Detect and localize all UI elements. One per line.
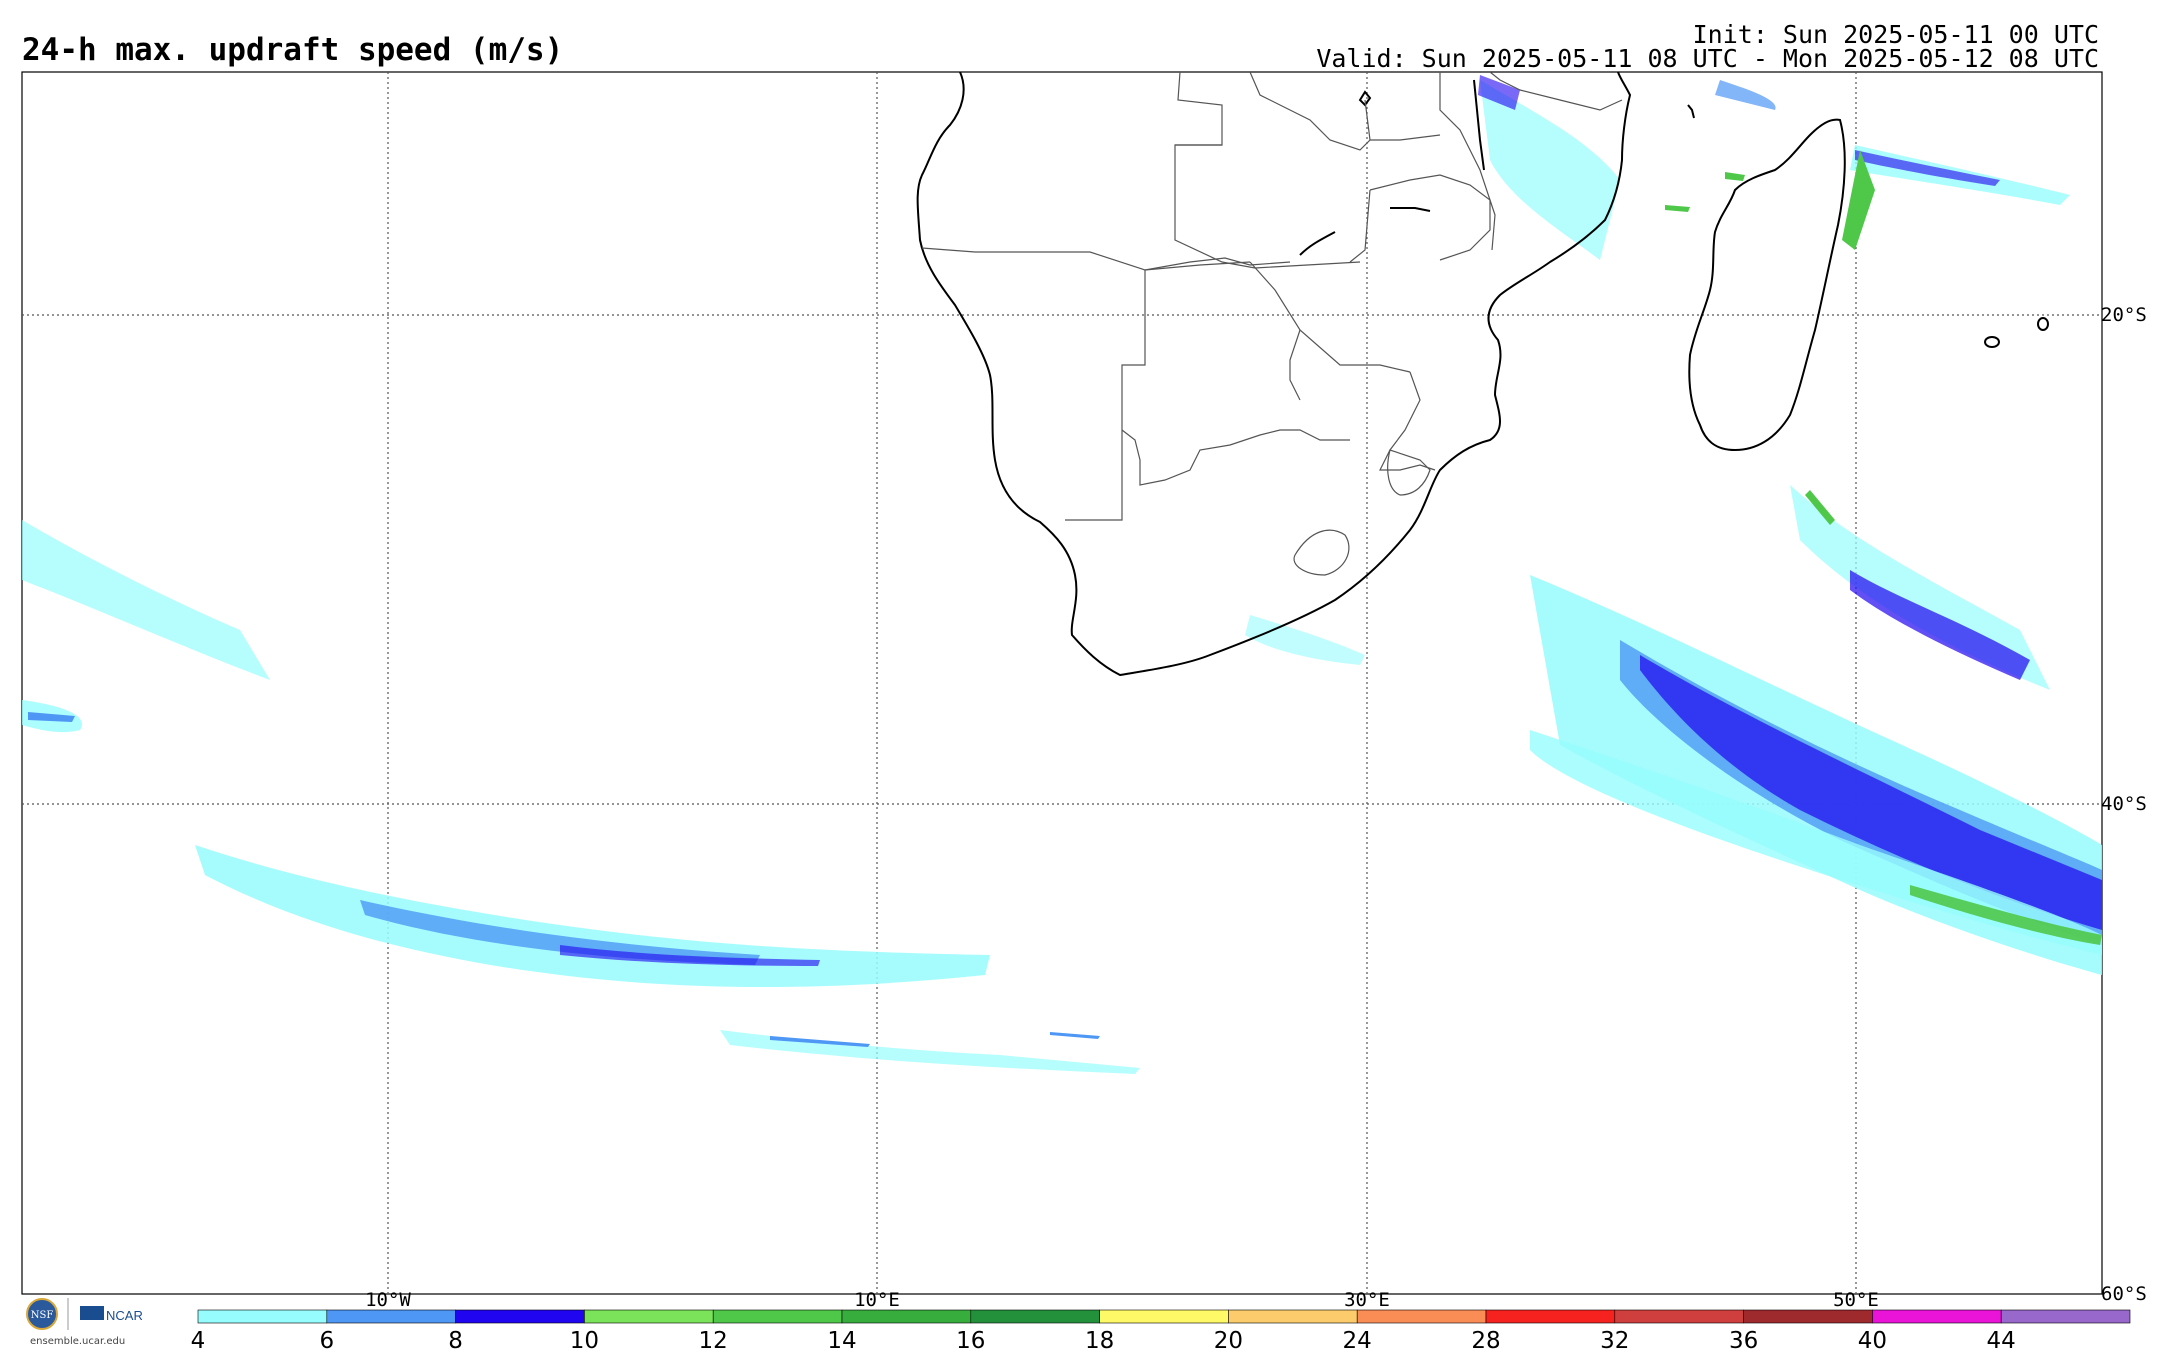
colorbar-swatch	[1872, 1309, 2002, 1324]
lat-label-20s: 20°S	[2101, 304, 2147, 326]
colorbar-swatch	[1743, 1309, 1873, 1324]
colorbar-tick-label: 40	[1857, 1328, 1888, 1354]
nsf-ncar-logo: NSF NCAR	[26, 1298, 143, 1330]
updraft-field	[22, 75, 2102, 1074]
lon-label-10e: 10°E	[854, 1289, 900, 1311]
lat-label-60s: 60°S	[2101, 1283, 2147, 1305]
colorbar-tick-label: 20	[1213, 1328, 1244, 1354]
graticule	[22, 72, 2102, 1294]
colorbar-tick-label: 8	[448, 1328, 463, 1354]
colorbar-swatch	[2000, 1309, 2131, 1324]
colorbar-tick-label: 44	[1986, 1328, 2016, 1354]
colorbar-tick-label: 36	[1728, 1328, 1759, 1354]
valid-time: Valid: Sun 2025-05-11 08 UTC - Mon 2025-…	[1316, 44, 2099, 73]
ncar-logo-icon	[80, 1306, 104, 1320]
colorbar	[197, 1309, 2131, 1324]
map-frame	[21, 71, 2103, 1295]
init-time: Init: Sun 2025-05-11 00 UTC	[1692, 20, 2099, 49]
colorbar-tick-label: 32	[1600, 1328, 1630, 1354]
colorbar-swatch	[455, 1309, 585, 1324]
nsf-text: NSF	[31, 1310, 54, 1321]
colorbar-tick-label: 24	[1342, 1328, 1372, 1354]
lat-label-40s: 40°S	[2101, 793, 2147, 815]
colorbar-swatch	[1614, 1309, 1744, 1324]
lon-label-10w: 10°W	[365, 1289, 411, 1311]
lon-label-30e: 30°E	[1344, 1289, 1390, 1311]
colorbar-tick-label: 14	[827, 1328, 857, 1354]
colorbar-swatch	[712, 1309, 843, 1324]
colorbar-swatch	[326, 1309, 456, 1324]
chart-title: 24-h max. updraft speed (m/s)	[22, 32, 564, 68]
colorbar-tick-label: 16	[956, 1328, 986, 1354]
colorbar-swatch	[1356, 1309, 1487, 1324]
colorbar-swatch	[197, 1309, 328, 1324]
colorbar-tick-label: 28	[1471, 1328, 1501, 1354]
colorbar-swatch	[584, 1309, 714, 1324]
colorbar-tick-label: 12	[698, 1328, 728, 1354]
colorbar-swatch	[841, 1309, 972, 1324]
country-borders	[921, 72, 1623, 576]
colorbar-swatch	[1099, 1309, 1229, 1324]
colorbar-tick-label: 4	[190, 1328, 206, 1354]
colorbar-tick-label: 6	[319, 1328, 335, 1354]
colorbar-tick-label: 18	[1084, 1328, 1115, 1354]
logo-url: ensemble.ucar.edu	[30, 1336, 126, 1347]
ncar-text: NCAR	[106, 1308, 143, 1323]
colorbar-tick-label: 10	[569, 1328, 600, 1354]
lakes	[1299, 79, 1485, 256]
colorbar-swatch	[1485, 1309, 1616, 1324]
colorbar-swatch	[1228, 1309, 1358, 1324]
colorbar-swatch	[970, 1309, 1100, 1324]
lon-label-50e: 50°E	[1833, 1289, 1879, 1311]
coastlines	[916, 72, 2049, 677]
nsf-logo-icon	[26, 1298, 58, 1330]
